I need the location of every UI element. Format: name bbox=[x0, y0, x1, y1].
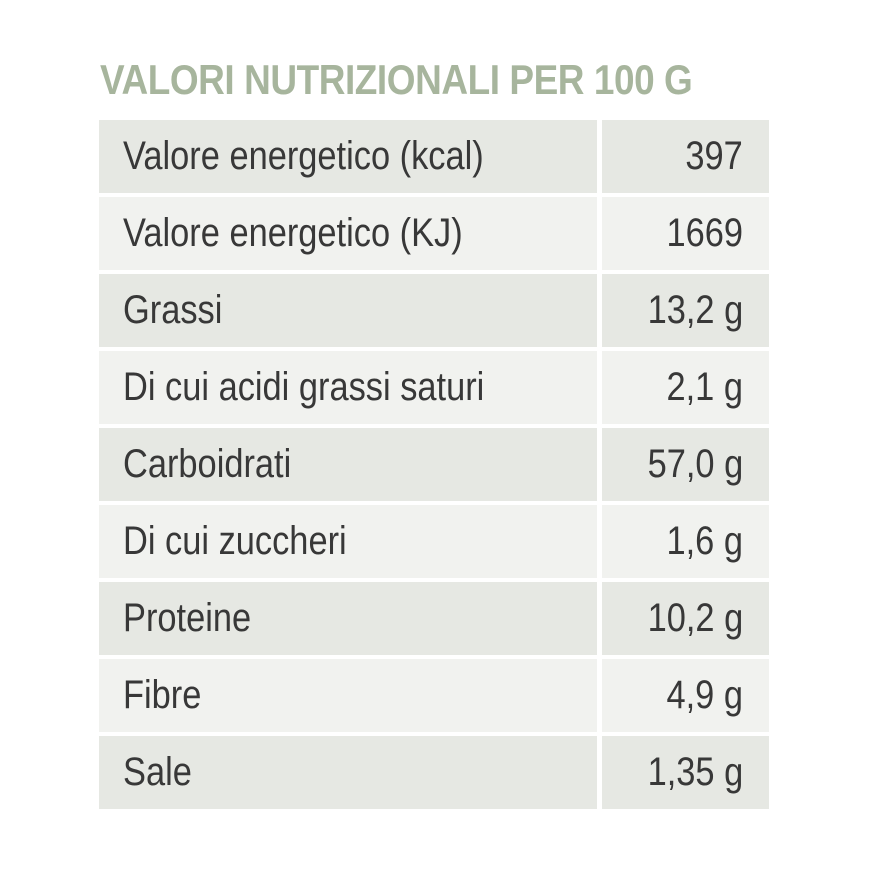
nutrient-value-cell: 2,1 g bbox=[602, 351, 769, 424]
nutrient-label-cell: Proteine bbox=[99, 582, 597, 655]
nutrient-label: Valore energetico (KJ) bbox=[123, 211, 463, 255]
nutrient-label: Valore energetico (kcal) bbox=[123, 134, 484, 178]
nutrient-value: 57,0 g bbox=[647, 442, 743, 486]
nutrient-label-cell: Valore energetico (kcal) bbox=[99, 120, 597, 193]
table-row: Di cui acidi grassi saturi 2,1 g bbox=[99, 351, 769, 424]
nutrient-label-cell: Grassi bbox=[99, 274, 597, 347]
table-row: Carboidrati 57,0 g bbox=[99, 428, 769, 501]
nutrient-value-cell: 1669 bbox=[602, 197, 769, 270]
table-row: Valore energetico (kcal) 397 bbox=[99, 120, 769, 193]
nutrient-value: 1,6 g bbox=[666, 519, 743, 563]
nutrient-label: Di cui acidi grassi saturi bbox=[123, 365, 485, 409]
nutrient-value: 1669 bbox=[666, 211, 743, 255]
nutrient-label-cell: Valore energetico (KJ) bbox=[99, 197, 597, 270]
nutrient-value-cell: 13,2 g bbox=[602, 274, 769, 347]
nutrient-value-cell: 397 bbox=[602, 120, 769, 193]
table-row: Grassi 13,2 g bbox=[99, 274, 769, 347]
nutrient-label: Di cui zuccheri bbox=[123, 519, 347, 563]
nutrient-value-cell: 4,9 g bbox=[602, 659, 769, 732]
nutrient-value: 4,9 g bbox=[666, 673, 743, 717]
nutrient-value: 13,2 g bbox=[647, 288, 743, 332]
nutrient-label: Proteine bbox=[123, 596, 252, 640]
nutrient-value-cell: 1,6 g bbox=[602, 505, 769, 578]
nutrient-label: Sale bbox=[123, 750, 192, 794]
nutrient-label-cell: Sale bbox=[99, 736, 597, 809]
table-row: Di cui zuccheri 1,6 g bbox=[99, 505, 769, 578]
table-row: Sale 1,35 g bbox=[99, 736, 769, 809]
nutrient-label-cell: Carboidrati bbox=[99, 428, 597, 501]
nutrient-value-cell: 10,2 g bbox=[602, 582, 769, 655]
nutrient-value-cell: 57,0 g bbox=[602, 428, 769, 501]
nutrient-label-cell: Di cui acidi grassi saturi bbox=[99, 351, 597, 424]
nutrient-label-cell: Fibre bbox=[99, 659, 597, 732]
nutrition-table: Valore energetico (kcal) 397 Valore ener… bbox=[99, 120, 769, 809]
nutrient-label-cell: Di cui zuccheri bbox=[99, 505, 597, 578]
nutrient-value-cell: 1,35 g bbox=[602, 736, 769, 809]
nutrient-label: Fibre bbox=[123, 673, 202, 717]
nutrient-value: 1,35 g bbox=[647, 750, 743, 794]
nutrient-value: 2,1 g bbox=[666, 365, 743, 409]
nutrient-value: 397 bbox=[685, 134, 743, 178]
table-row: Valore energetico (KJ) 1669 bbox=[99, 197, 769, 270]
table-row: Proteine 10,2 g bbox=[99, 582, 769, 655]
nutrient-value: 10,2 g bbox=[647, 596, 743, 640]
table-title: VALORI NUTRIZIONALI PER 100 G bbox=[100, 56, 693, 103]
nutrient-label: Grassi bbox=[123, 288, 223, 332]
table-row: Fibre 4,9 g bbox=[99, 659, 769, 732]
nutrient-label: Carboidrati bbox=[123, 442, 292, 486]
